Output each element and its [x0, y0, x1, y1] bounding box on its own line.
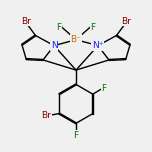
Text: B⁻: B⁻	[71, 35, 81, 44]
Text: F: F	[57, 22, 62, 31]
Text: Br: Br	[42, 111, 51, 120]
Text: F: F	[90, 22, 95, 31]
Text: Br: Br	[121, 17, 131, 26]
Text: F: F	[101, 84, 106, 93]
Text: Br: Br	[21, 17, 31, 26]
Text: N⁺: N⁺	[92, 41, 104, 50]
Text: F: F	[73, 131, 79, 140]
Text: N: N	[51, 41, 57, 50]
